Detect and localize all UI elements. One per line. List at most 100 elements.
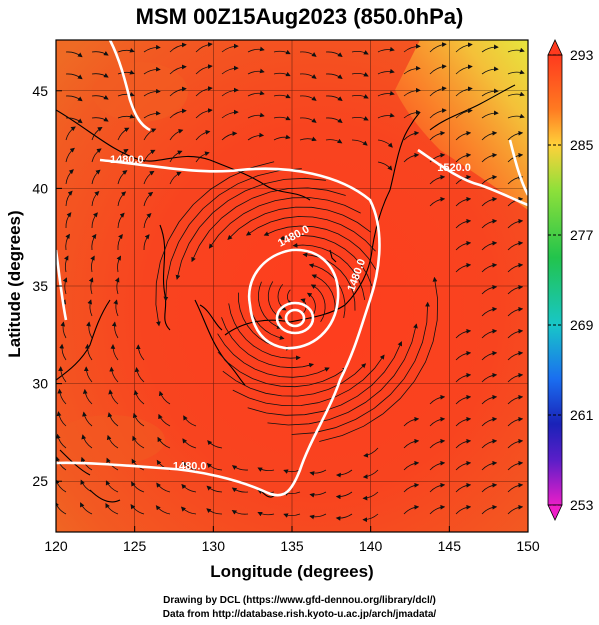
streamline <box>292 243 366 300</box>
streamline <box>88 277 94 295</box>
streamline <box>325 138 343 144</box>
streamline <box>59 343 67 361</box>
streamline <box>299 51 317 57</box>
streamline <box>455 218 472 229</box>
streamline <box>182 438 197 449</box>
x-tick-label: 120 <box>44 538 68 554</box>
y-axis-label: Latitude (degrees) <box>5 210 24 358</box>
streamline <box>481 460 498 471</box>
streamline <box>267 323 418 426</box>
streamline <box>362 469 379 480</box>
streamline <box>143 234 150 251</box>
streamline <box>336 469 353 478</box>
streamline <box>429 460 446 471</box>
streamline <box>351 94 369 99</box>
streamline <box>507 460 524 471</box>
streamline <box>309 513 327 520</box>
streamline <box>65 126 76 141</box>
streamline <box>429 394 446 405</box>
cool-air-region <box>395 40 528 210</box>
streamline <box>181 461 197 471</box>
streamline <box>155 505 171 515</box>
streamline <box>299 73 317 79</box>
streamline <box>221 109 239 119</box>
streamline <box>247 132 265 141</box>
streamline <box>377 46 395 53</box>
streamline <box>80 502 93 515</box>
streamline <box>87 299 93 317</box>
streamline <box>143 213 152 229</box>
streamline <box>117 92 135 97</box>
streamline <box>107 412 119 427</box>
streamline <box>232 354 385 407</box>
y-tick-label: 25 <box>32 473 48 489</box>
streamline <box>507 328 524 339</box>
streamline <box>429 482 446 493</box>
colorbar-tick-label: 277 <box>570 227 594 243</box>
streamline <box>135 344 145 361</box>
y-tick-label: 35 <box>32 278 48 294</box>
streamline <box>84 343 93 361</box>
streamline <box>273 134 291 141</box>
streamline <box>106 434 119 449</box>
streamline <box>403 43 421 53</box>
streamline <box>221 87 239 97</box>
colorbar-tick-label: 285 <box>570 137 594 153</box>
streamline <box>82 388 93 405</box>
streamline <box>169 150 183 163</box>
streamline <box>351 72 369 77</box>
colorbar-tick-label: 261 <box>570 407 594 423</box>
streamline <box>180 506 197 515</box>
streamline <box>169 129 184 141</box>
streamline <box>134 367 145 383</box>
streamline <box>481 196 498 207</box>
streamline <box>309 491 327 498</box>
streamline <box>56 433 67 449</box>
streamline <box>455 416 472 427</box>
x-tick-label: 150 <box>516 538 540 554</box>
streamline <box>56 456 67 471</box>
colorbar-upper-arrow <box>547 39 563 56</box>
streamline <box>377 161 393 171</box>
streamline <box>195 86 213 97</box>
streamline <box>335 491 353 500</box>
streamline <box>299 95 317 101</box>
streamline <box>117 114 135 119</box>
streamline <box>108 389 119 405</box>
streamline <box>507 196 524 207</box>
streamline <box>403 438 420 449</box>
streamline <box>481 262 498 273</box>
streamline <box>117 191 127 207</box>
streamline <box>247 46 265 53</box>
streamline <box>91 233 97 251</box>
streamline <box>455 64 473 75</box>
streamline <box>207 440 223 449</box>
streamline <box>481 44 499 53</box>
streamline <box>481 438 498 449</box>
streamline <box>455 438 472 449</box>
streamline <box>481 174 498 185</box>
streamline <box>208 197 361 249</box>
colorbar: 293 285 277 269 261 253 <box>547 39 594 521</box>
streamline <box>429 416 446 427</box>
streamline <box>91 148 102 163</box>
streamline <box>377 112 395 119</box>
credit-data: Data from http://database.rish.kyoto-u.a… <box>162 609 437 620</box>
streamline <box>58 366 67 383</box>
streamline <box>455 130 472 141</box>
x-axis-label: Longitude (degrees) <box>210 562 374 581</box>
streamline <box>117 127 130 141</box>
streamline <box>117 70 135 75</box>
streamline <box>183 415 197 427</box>
streamline <box>377 68 395 75</box>
streamline <box>86 321 93 339</box>
streamline <box>362 513 379 523</box>
streamline <box>143 88 161 97</box>
streamline <box>335 513 353 521</box>
streamline <box>163 168 302 302</box>
streamline <box>481 110 499 119</box>
streamline <box>507 262 524 273</box>
colorbar-tick-label: 253 <box>570 497 594 513</box>
chart-title: MSM 00Z15Aug2023 (850.0hPa) <box>135 4 464 29</box>
streamline <box>273 71 291 77</box>
